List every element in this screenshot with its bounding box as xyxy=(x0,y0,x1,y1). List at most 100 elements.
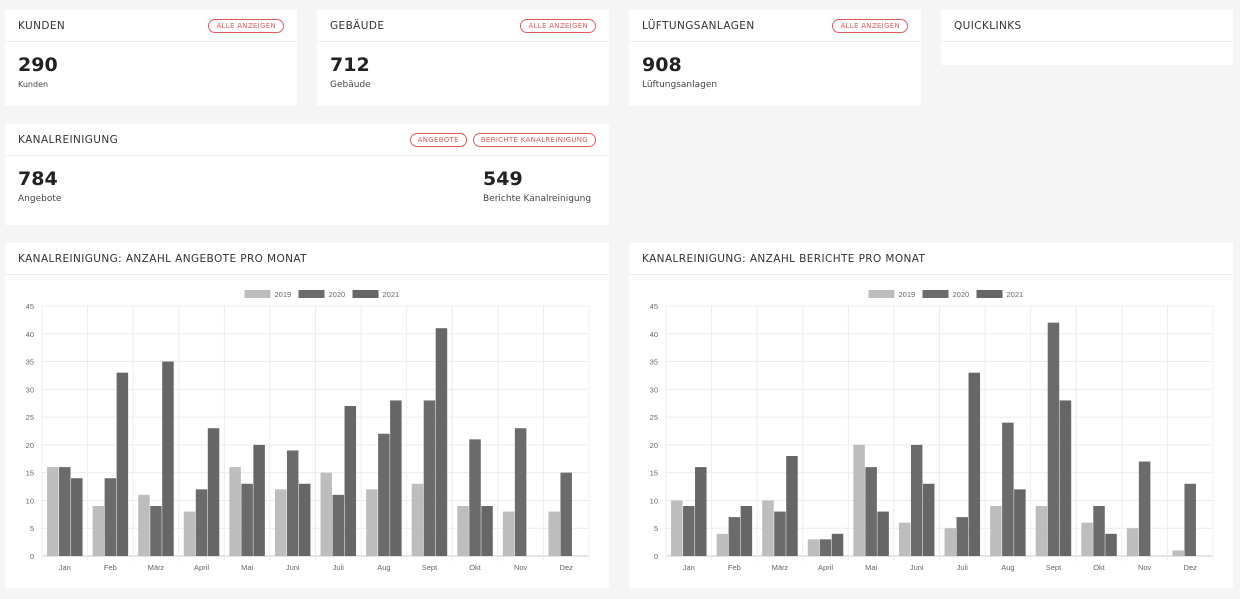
x-tick-label: Dez xyxy=(560,563,574,572)
x-tick-label: Feb xyxy=(728,563,741,572)
bar-2021-März xyxy=(162,361,174,556)
berichte-stat: 549 Berichte Kanalreinigung xyxy=(483,170,592,205)
bar-2021-Jan xyxy=(71,478,83,556)
y-tick-label: 35 xyxy=(26,358,34,367)
bar-2020-Juli xyxy=(332,494,345,556)
bar-2021-Mai xyxy=(253,444,265,556)
x-tick-label: Juli xyxy=(333,563,345,572)
berichte-chart-header: KANALREINIGUNG: ANZAHL BERICHTE PRO MONA… xyxy=(629,243,1233,275)
bar-2020-Feb xyxy=(728,517,741,556)
kunden-count-label: Kunden xyxy=(18,80,49,89)
quicklinks-card-header: QUICKLINKS xyxy=(941,10,1233,42)
y-tick-label: 45 xyxy=(650,302,658,311)
bar-2020-Okt xyxy=(1093,506,1105,556)
lueftung-show-all-button[interactable]: ALLE ANZEIGEN xyxy=(832,18,908,33)
gebaeude-show-all-button[interactable]: ALLE ANZEIGEN xyxy=(520,18,596,33)
bar-2019-Aug xyxy=(990,506,1002,556)
angebote-button[interactable]: ANGEBOTE xyxy=(409,132,467,147)
bar-2020-Jan xyxy=(683,506,695,556)
lueftung-card: LÜFTUNGSANLAGEN ALLE ANZEIGEN 908 Lüftun… xyxy=(629,10,921,106)
bar-2019-Dez xyxy=(548,511,560,556)
bar-2020-Jan xyxy=(59,467,71,556)
bar-2020-Mai xyxy=(241,483,253,556)
legend-swatch-2020 xyxy=(298,290,325,298)
x-tick-label: Jan xyxy=(59,563,71,572)
x-tick-label: Nov xyxy=(514,563,528,572)
bar-2021-Juli xyxy=(344,406,357,556)
legend-label: 2020 xyxy=(953,290,970,299)
legend-swatch-2019 xyxy=(868,290,895,298)
bar-2019-Nov xyxy=(502,511,515,556)
bar-2019-Juli xyxy=(320,472,333,556)
bar-2021-Sept xyxy=(1059,400,1072,556)
quicklinks-card-title: QUICKLINKS xyxy=(954,19,1022,32)
bar-2020-Feb xyxy=(104,478,117,556)
bar-2020-Aug xyxy=(1002,422,1014,556)
kunden-card-header: KUNDEN ALLE ANZEIGEN xyxy=(5,10,297,42)
y-tick-label: 0 xyxy=(30,552,34,561)
berichte-chart-card: KANALREINIGUNG: ANZAHL BERICHTE PRO MONA… xyxy=(629,243,1233,588)
bar-2020-Aug xyxy=(378,433,390,556)
x-tick-label: Aug xyxy=(1001,563,1014,572)
gebaeude-count: 712 xyxy=(330,54,370,76)
y-tick-label: 40 xyxy=(650,330,658,339)
angebote-chart-header: KANALREINIGUNG: ANZAHL ANGEBOTE PRO MONA… xyxy=(5,243,609,275)
y-tick-label: 15 xyxy=(26,469,34,478)
bar-2019-März xyxy=(138,494,150,556)
bar-2020-Juli xyxy=(956,517,969,556)
x-tick-label: April xyxy=(818,563,833,572)
lueftung-count: 908 xyxy=(642,54,682,76)
bar-2020-April xyxy=(195,489,208,556)
x-tick-label: Juni xyxy=(910,563,924,572)
x-tick-label: Mai xyxy=(241,563,253,572)
bar-2021-Juli xyxy=(968,372,981,556)
bar-2020-März xyxy=(150,506,162,556)
bar-2019-Juni xyxy=(274,489,287,556)
bar-2021-April xyxy=(831,533,844,556)
bar-2021-Mai xyxy=(877,511,889,556)
gebaeude-card-header: GEBÄUDE ALLE ANZEIGEN xyxy=(317,10,609,42)
y-tick-label: 10 xyxy=(26,496,34,505)
berichte-kanalreinigung-button[interactable]: BERICHTE KANALREINIGUNG xyxy=(472,132,596,147)
bar-2021-Juni xyxy=(922,483,935,556)
angebote-count-label: Angebote xyxy=(18,194,62,204)
berichte-chart: 0 5 10 15 20 25 30 35 40 45 Jan Feb März April Mai Juni… xyxy=(650,290,1214,572)
y-tick-label: 20 xyxy=(26,441,34,450)
legend-label: 2021 xyxy=(383,290,400,299)
lueftung-card-header: LÜFTUNGSANLAGEN ALLE ANZEIGEN xyxy=(629,10,921,42)
legend-label: 2019 xyxy=(275,290,292,299)
bar-2020-April xyxy=(819,539,832,556)
gebaeude-count-label: Gebäude xyxy=(330,80,371,90)
y-tick-label: 10 xyxy=(650,496,658,505)
kanalreinigung-card: KANALREINIGUNG ANGEBOTE BERICHTE KANALRE… xyxy=(5,124,609,225)
bar-2021-Okt xyxy=(1105,533,1117,556)
kanalreinigung-card-title: KANALREINIGUNG xyxy=(18,133,119,146)
bar-2020-Dez xyxy=(1184,483,1196,556)
legend-swatch-2020 xyxy=(922,290,949,298)
x-tick-label: Feb xyxy=(104,563,117,572)
bar-2019-Feb xyxy=(92,506,105,556)
angebote-chart-card: KANALREINIGUNG: ANZAHL ANGEBOTE PRO MONA… xyxy=(5,243,609,588)
kunden-card: KUNDEN ALLE ANZEIGEN 290 Kunden xyxy=(5,10,297,106)
bar-2021-Juni xyxy=(298,483,311,556)
kanalreinigung-card-header: KANALREINIGUNG ANGEBOTE BERICHTE KANALRE… xyxy=(5,124,609,156)
x-tick-label: März xyxy=(772,563,789,572)
bar-2019-Mai xyxy=(229,467,241,556)
legend-label: 2021 xyxy=(1007,290,1024,299)
legend-label: 2020 xyxy=(329,290,346,299)
bar-2019-April xyxy=(183,511,196,556)
lueftung-stat: 908 Lüftungsanlagen xyxy=(642,54,717,91)
bar-2019-Okt xyxy=(457,506,469,556)
bar-2020-Sept xyxy=(1047,322,1060,556)
x-tick-label: Aug xyxy=(377,563,390,572)
berichte-count-label: Berichte Kanalreinigung xyxy=(483,194,592,204)
kunden-show-all-button[interactable]: ALLE ANZEIGEN xyxy=(208,18,284,33)
bar-2019-Feb xyxy=(716,533,729,556)
y-tick-label: 25 xyxy=(650,413,658,422)
y-tick-label: 35 xyxy=(650,358,658,367)
y-tick-label: 40 xyxy=(26,330,34,339)
y-tick-label: 30 xyxy=(26,385,34,394)
bar-2019-Jan xyxy=(671,500,683,556)
x-tick-label: März xyxy=(148,563,165,572)
bar-2019-Sept xyxy=(411,483,424,556)
